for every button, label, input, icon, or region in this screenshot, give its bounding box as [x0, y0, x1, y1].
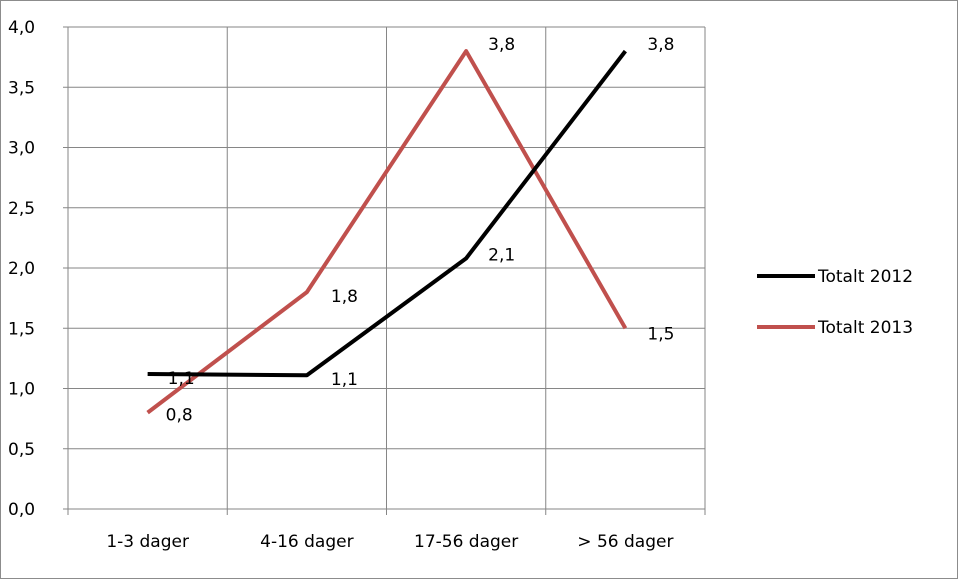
y-tick-label: 2,0 [8, 259, 35, 279]
x-tick-label: 1-3 dager [106, 532, 189, 552]
data-label: 1,1 [168, 369, 195, 389]
series-line-2 [146, 49, 628, 415]
y-tick-label: 0,5 [8, 440, 35, 460]
data-label: 3,8 [488, 35, 515, 55]
series-lines [146, 49, 628, 415]
y-tick-label: 3,0 [8, 139, 35, 159]
data-label: 2,1 [488, 245, 515, 265]
y-tick-label: 0,0 [8, 500, 35, 520]
legend: Totalt 2012 Totalt 2013 [757, 267, 913, 338]
x-tick-label: > 56 dager [577, 532, 673, 552]
data-label: 1,5 [647, 324, 674, 344]
data-label: 3,8 [647, 35, 674, 55]
data-label: 1,1 [331, 370, 358, 390]
y-tick-label: 2,5 [8, 199, 35, 219]
legend-label: Totalt 2012 [817, 267, 913, 287]
data-labels: 1,1 1,1 2,1 3,8 0,8 1,8 3,8 1,5 [166, 35, 675, 426]
series-line-1 [147, 49, 627, 378]
y-tick-label: 3,5 [8, 78, 35, 98]
legend-label: Totalt 2013 [817, 318, 913, 338]
data-label: 0,8 [166, 406, 193, 426]
x-tick-label: 17-56 dager [414, 532, 518, 552]
x-tick-label: 4-16 dager [260, 532, 353, 552]
grid-lines [68, 26, 706, 509]
y-tick-label: 1,5 [8, 319, 35, 339]
axes: 0,0 0,5 1,0 1,5 2,0 2,5 3,0 3,5 4,0 1-3 dager 4-16… [8, 18, 706, 552]
data-label: 1,8 [331, 287, 358, 307]
y-tick-label: 1,0 [8, 380, 35, 400]
y-tick-label: 4,0 [8, 18, 35, 38]
